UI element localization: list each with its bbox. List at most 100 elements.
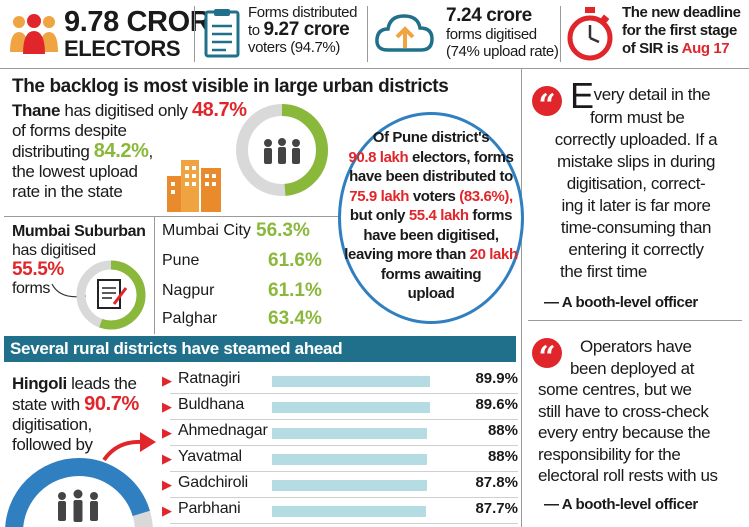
divider [170,445,518,446]
deadline-line3: of SIR is [622,40,679,57]
pune-line: forms [472,207,513,224]
city-name: Mumbai City [162,222,251,239]
quote-line: digitisation, correct- [566,174,706,193]
district-row: ▶ Ratnagiri 89.9% [160,368,518,394]
district-name: Yavatmal [178,448,242,465]
quote-icon: “ [532,86,562,123]
form-icon [200,8,244,60]
thane-name: Thane [12,101,61,120]
divider [170,393,518,394]
district-row: ▶ Yavatmal 88% [160,446,518,472]
district-bar [272,428,427,439]
forms-line3: voters (94.7%) [248,39,340,56]
pune-line: have been digitised, [363,226,499,244]
family-icon [264,138,300,164]
district-name: Parbhani [178,500,241,517]
hingoli-name: Hingoli [12,374,67,393]
quote-line: been deployed at [570,358,695,378]
pune-line: forms awaiting [380,265,482,283]
divider [154,216,155,334]
deadline-line2: for the first stage [622,22,737,39]
triangle-bullet-icon: ▶ [162,425,172,440]
thane-text: Thane has digitised only 48.7% of forms … [12,100,252,202]
quote-line: time-consuming than [560,218,712,237]
thane-dist: 84.2% [93,140,149,162]
mumbai-t1: has digitised [12,242,96,259]
quote-dropcap: E [570,75,594,116]
district-value: 87.8% [475,474,518,491]
thane-t3: distributing [12,142,90,161]
quote-icon: “ [532,338,562,375]
thane-pct: 48.7% [191,99,247,121]
quote-line: correctly uploaded. If a [554,130,718,149]
divider [4,216,342,217]
district-value: 89.9% [475,370,518,387]
district-value: 87.7% [475,500,518,517]
quote-line: every entry because the [538,423,711,442]
pune-distributed: 75.9 lakh [349,187,410,205]
hingoli-t4: followed by [12,435,93,454]
quote-attribution: — A booth-level officer [544,294,698,311]
quote-line: some centres, but we [538,380,692,399]
district-bar [272,376,431,387]
triangle-bullet-icon: ▶ [162,503,172,518]
city-name: Pune [162,252,200,269]
quote-line: responsibility for the [538,444,681,464]
mumbai-ring-chart [74,258,148,332]
pune-line: Of Pune district's [372,129,490,146]
district-bar [272,480,427,491]
district-value: 88% [487,422,518,439]
divider [170,497,518,498]
pune-line: have been distributed to [349,168,513,185]
divider [560,6,561,62]
digitised-line3: (74% upload rate) [446,43,559,60]
quote-line: still have to cross-check [538,401,709,421]
quote-line: form must be [590,108,685,127]
family-icon [58,489,98,522]
deadline-line1: The new deadline [622,4,741,21]
pune-callout [338,112,524,324]
city-value: 63.4% [268,308,322,329]
pune-pct: (83.6%), [459,187,513,205]
forms-to: to [248,22,260,39]
quote-line: electoral roll rests with us [538,466,718,485]
district-bar [272,402,430,413]
hingoli-t3: digitisation, [12,415,92,434]
triangle-bullet-icon: ▶ [162,373,172,388]
divider [528,320,742,321]
district-name: Ratnagiri [178,370,241,387]
thane-t1: has digitised only [64,101,188,120]
mumbai-t2: forms [12,280,51,297]
quote-line: very detail in the [593,85,711,104]
cloud-upload-icon [374,10,436,58]
district-row: ▶ Parbhani 87.7% [160,498,518,524]
curved-arrow-icon [102,432,156,462]
city-name: Nagpur [162,282,215,299]
backlog-heading: The backlog is most visible in large urb… [12,76,449,97]
city-value: 61.6% [268,250,322,271]
hingoli-pct: 90.7% [84,393,139,415]
pune-line: upload [407,285,455,302]
divider [170,523,518,524]
thane-ring-arc [236,104,328,196]
district-bar [272,506,427,517]
hingoli-t2: state with [12,395,80,414]
triangle-bullet-icon: ▶ [162,477,172,492]
quote-line: Operators have [580,337,692,356]
hingoli-text: Hingoli leads the state with 90.7% digit… [12,374,139,455]
quote-line: entering it correctly [568,240,704,259]
pune-digitised: 55.4 lakh [408,207,469,224]
mumbai-pct: 55.5% [12,259,64,280]
city-name: Palghar [162,310,218,327]
district-row: ▶ Buldhana 89.6% [160,394,518,420]
triangle-bullet-icon: ▶ [162,399,172,414]
electors-value: 9.78 CRORE [64,6,230,38]
stopwatch-icon [566,6,614,62]
quote-line: ing it later is far more [561,196,711,215]
quote-line: the first time [560,262,647,281]
district-row: ▶ Ahmednagar 88% [160,420,518,446]
city-value: 61.1% [268,280,322,301]
district-value: 89.6% [475,396,518,413]
district-name: Buldhana [178,396,245,413]
digitised-line2: forms digitised [446,26,537,43]
